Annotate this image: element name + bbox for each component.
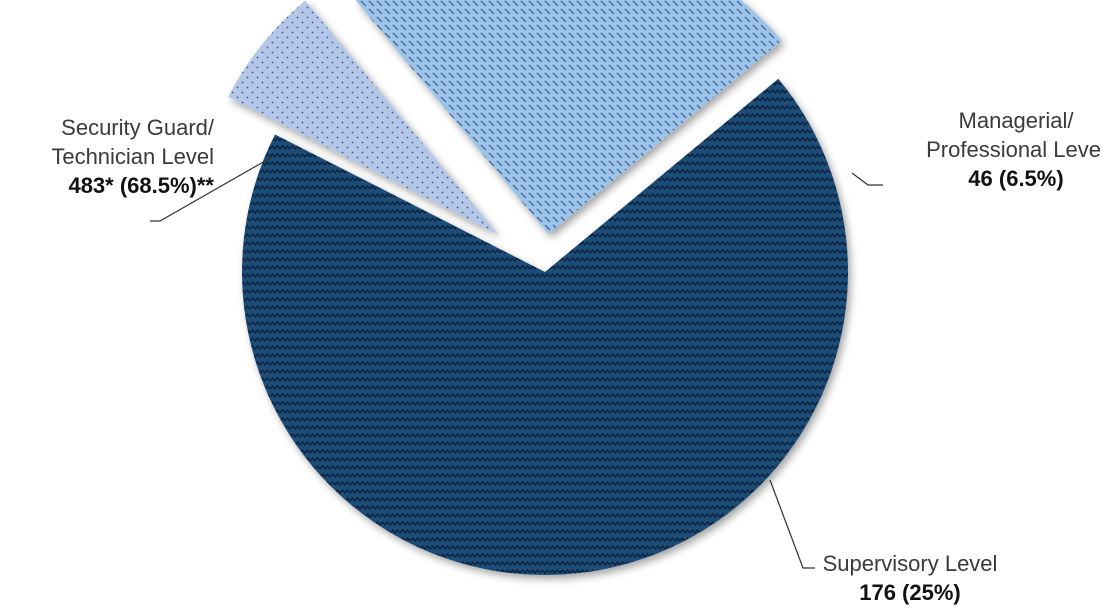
pie-slice-3 bbox=[355, 0, 782, 235]
leader-line-2 bbox=[851, 172, 883, 186]
slice-label-name-1: Technician Level bbox=[51, 144, 214, 169]
slice-label-value-1: 483* (68.5%)** bbox=[68, 173, 214, 198]
slice-label-name-2: Managerial/ bbox=[959, 108, 1075, 133]
leader-line-1 bbox=[150, 156, 273, 222]
pie-slice-1 bbox=[241, 78, 848, 575]
slice-label-name-2: Professional Level bbox=[926, 137, 1102, 162]
pie-slice-2 bbox=[228, 0, 499, 235]
slice-label-name-1: Security Guard/ bbox=[61, 115, 215, 140]
slice-label-value-2: 46 (6.5%) bbox=[968, 166, 1063, 191]
slice-label-value-3: 176 (25%) bbox=[859, 580, 961, 605]
slice-label-name-3: Supervisory Level bbox=[823, 551, 998, 576]
leader-line-3 bbox=[769, 479, 815, 569]
